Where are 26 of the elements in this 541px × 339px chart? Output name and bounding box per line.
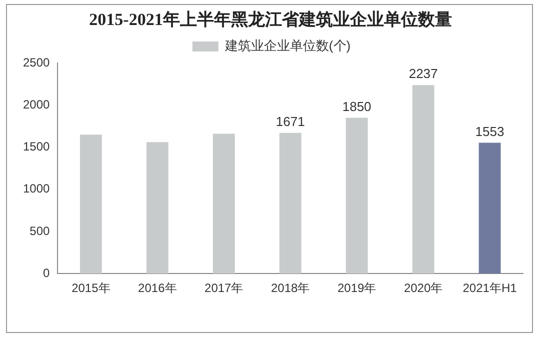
x-tick-label: 2015年 bbox=[72, 281, 110, 296]
bar bbox=[412, 85, 434, 274]
x-tick-label: 2021年H1 bbox=[462, 281, 518, 296]
y-tick-label: 1000 bbox=[22, 182, 50, 196]
bar bbox=[478, 142, 501, 274]
bar bbox=[80, 134, 102, 274]
y-tick-label: 2500 bbox=[22, 55, 50, 70]
y-tick-label: 2000 bbox=[22, 97, 50, 112]
y-tick-label: 0 bbox=[43, 266, 50, 280]
bar bbox=[146, 142, 168, 274]
data-label: 1850 bbox=[342, 98, 372, 114]
data-label: 2237 bbox=[408, 66, 438, 82]
bar bbox=[346, 118, 368, 274]
x-tick-label: 2019年 bbox=[337, 281, 376, 296]
x-tick-label: 2018年 bbox=[270, 281, 310, 296]
legend-label: 建筑业企业单位数(个) bbox=[224, 38, 351, 54]
x-tick-label: 2020年 bbox=[404, 281, 443, 296]
chart-title: 2015-2021年上半年黑龙江省建筑业企业单位数量 bbox=[88, 9, 453, 31]
x-tick-label: 2017年 bbox=[204, 281, 244, 296]
bar bbox=[279, 132, 302, 274]
y-tick-label: 500 bbox=[30, 224, 50, 238]
data-label: 1671 bbox=[276, 114, 305, 129]
x-tick-label: 2016年 bbox=[138, 281, 177, 296]
y-tick-label: 1500 bbox=[22, 140, 50, 154]
bar bbox=[212, 134, 235, 274]
data-label: 1553 bbox=[475, 124, 504, 139]
